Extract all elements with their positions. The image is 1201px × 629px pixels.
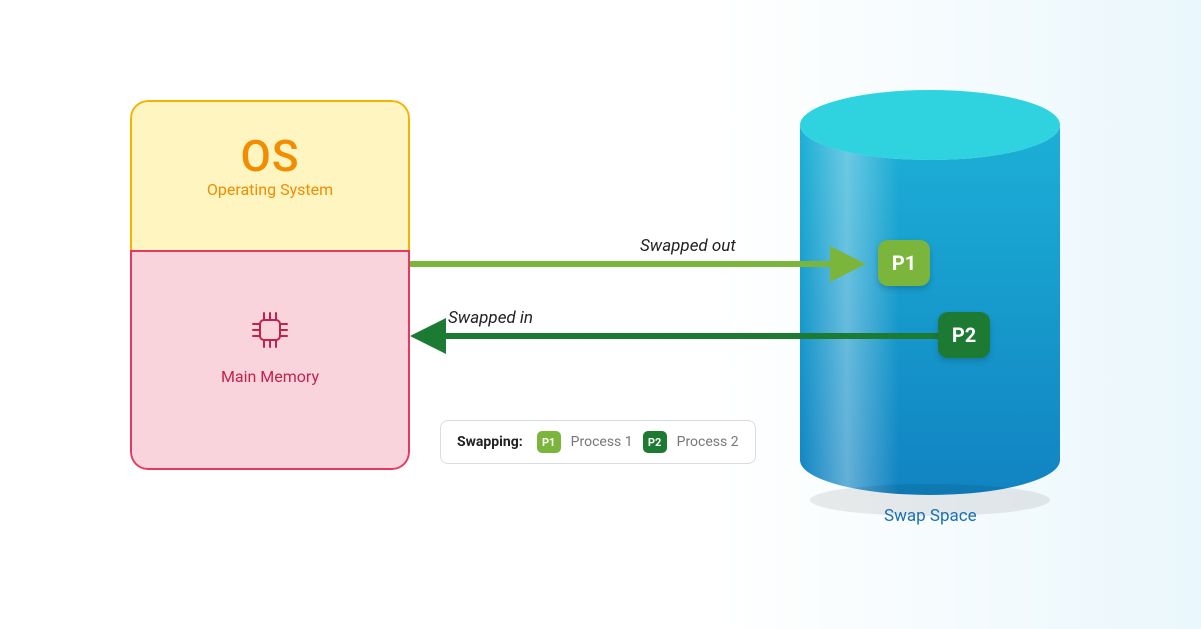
process-p1-tag: P1: [892, 251, 916, 275]
diagram-stage: OS Operating System: [0, 0, 1201, 629]
swap-space-label: Swap Space: [884, 506, 977, 526]
swapped-out-label: Swapped out: [640, 236, 736, 256]
main-memory-label: Main Memory: [132, 367, 408, 386]
legend-p1-tag: P1: [542, 436, 555, 449]
process-p2-tag: P2: [952, 323, 976, 347]
legend-title: Swapping:: [457, 434, 523, 450]
os-partition: OS Operating System: [130, 100, 410, 250]
legend-p2-chip: P2: [643, 431, 667, 453]
main-memory-partition: Main Memory: [130, 250, 410, 470]
process-p1-chip: P1: [878, 240, 930, 286]
cpu-chip-icon: [247, 307, 293, 357]
legend-p2-tag: P2: [648, 436, 661, 449]
cylinder-top: [800, 90, 1060, 160]
legend-box: Swapping: P1 Process 1 P2 Process 2: [440, 420, 756, 464]
legend-p1-chip: P1: [537, 431, 561, 453]
legend-p1-label: Process 1: [571, 434, 633, 450]
process-p2-chip: P2: [938, 312, 990, 358]
swapped-in-label: Swapped in: [448, 308, 533, 328]
os-title: OS: [132, 130, 408, 182]
os-subtitle: Operating System: [132, 180, 408, 199]
legend-p2-label: Process 2: [677, 434, 739, 450]
memory-stack: OS Operating System: [130, 100, 410, 470]
cylinder-shine: [800, 125, 1060, 495]
